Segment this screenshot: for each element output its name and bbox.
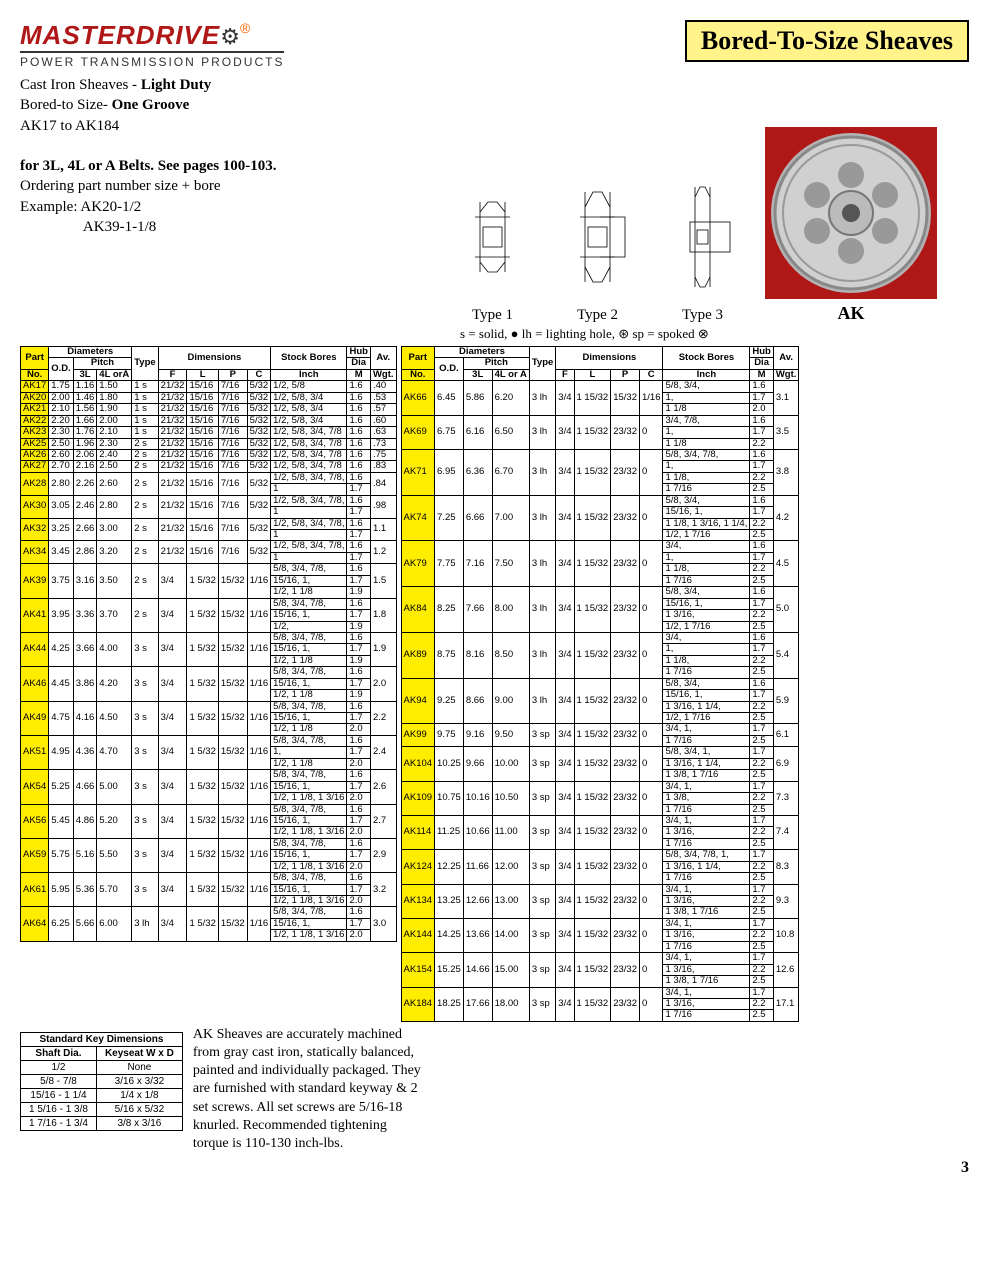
table-row: AK222.201.662.001 s21/3215/167/165/321/2… [21,415,397,426]
table-row: AK494.754.164.503 s3/41 5/3215/321/165/8… [21,701,397,712]
spec-table-left: Part Diameters Type Dimensions Stock Bor… [20,346,397,942]
table-row: AK393.753.163.502 s3/41 5/3215/321/165/8… [21,564,397,575]
intro-line6: Example: AK20-1/2 [20,199,141,215]
key-table-title: Standard Key Dimensions [21,1032,183,1046]
table-row: AK666.455.866.203 lh3/41 15/3215/321/165… [401,381,799,392]
intro-line3: AK17 to AK184 [20,118,119,134]
table-row: AK848.257.668.003 lh3/41 15/3223/3205/8,… [401,587,799,598]
table-row: AK13413.2512.6613.003 sp3/41 15/3223/320… [401,884,799,895]
table-row: AK252.501.962.302 s21/3215/167/165/321/2… [21,438,397,449]
table-row: AK202.001.461.801 s21/3215/167/165/321/2… [21,392,397,403]
intro-line1a: Cast Iron Sheaves - [20,77,141,93]
table-row: AK595.755.165.503 s3/41 5/3215/321/165/8… [21,838,397,849]
table-row: AK272.702.162.502 s21/3215/167/165/321/2… [21,461,397,472]
table-row: 1 5/16 - 1 3/85/16 x 5/32 [21,1102,183,1116]
table-row: AK262.602.062.402 s21/3215/167/165/321/2… [21,449,397,460]
table-row: AK323.252.663.002 s21/3215/167/165/321/2… [21,518,397,529]
table-row: AK949.258.669.003 lh3/41 15/3223/3205/8,… [401,678,799,689]
legend: s = solid, ● lh = lighting hole, ⊛ sp = … [460,326,969,342]
table-row: AK999.759.169.503 sp3/41 15/3223/3203/4,… [401,724,799,735]
sheave-diagram-icon [450,172,535,302]
key-h1: Shaft Dia. [21,1046,97,1060]
bottom-row: Standard Key Dimensions Shaft Dia.Keysea… [20,1026,969,1153]
intro-line4: for 3L, 4L or A Belts. See pages 100-103… [20,158,277,174]
table-row: AK343.452.863.202 s21/3215/167/165/321/2… [21,541,397,552]
table-row: AK10410.259.6610.003 sp3/41 15/3223/3205… [401,747,799,758]
intro-line1b: Light Duty [141,77,211,93]
bottom-description: AK Sheaves are accurately machined from … [193,1026,423,1153]
sheave-diagram-icon [660,172,745,302]
table-row: AK212.101.561.901 s21/3215/167/165/321/2… [21,404,397,415]
type2-label: Type 2 [555,307,640,324]
intro-line2a: Bored-to Size- [20,97,112,113]
diagram-type1: Type 1 [450,172,535,324]
intro-line7: AK39-1-1/8 [20,219,156,235]
registered-icon: ® [240,20,250,36]
table-row: 1/2None [21,1060,183,1074]
gear-icon: ⚙ [220,24,240,49]
table-row: 15/16 - 1 1/41/4 x 1/8 [21,1088,183,1102]
table-row: AK10910.7510.1610.503 sp3/41 15/3223/320… [401,781,799,792]
table-row: AK797.757.167.503 lh3/41 15/3223/3203/4,… [401,541,799,552]
table-row: AK232.301.762.101 s21/3215/167/165/321/2… [21,427,397,438]
table-row: AK545.254.665.003 s3/41 5/3215/321/165/8… [21,770,397,781]
table-row: AK11411.2510.6611.003 sp3/41 15/3223/320… [401,815,799,826]
page-number: 3 [20,1159,969,1177]
page-title: Bored-To-Size Sheaves [685,20,969,62]
table-row: AK12412.2511.6612.003 sp3/41 15/3223/320… [401,850,799,861]
logo-main: MASTERDRIVE [20,20,220,50]
sheave-diagram-icon [555,172,640,302]
type1-label: Type 1 [450,307,535,324]
table-row: AK444.253.664.003 s3/41 5/3215/321/165/8… [21,632,397,643]
table-row: AK565.454.865.203 s3/41 5/3215/321/165/8… [21,804,397,815]
table-row: AK514.954.364.703 s3/41 5/3215/321/165/8… [21,735,397,746]
key-dimensions-table: Standard Key Dimensions Shaft Dia.Keysea… [20,1032,183,1131]
table-row: AK615.955.365.703 s3/41 5/3215/321/165/8… [21,873,397,884]
table-row: AK18418.2517.6618.003 sp3/41 15/3223/320… [401,987,799,998]
spec-table-right: Part Diameters Type Dimensions Stock Bor… [401,346,800,1022]
sheave-photo-icon [771,133,931,293]
table-row: AK14414.2513.6614.003 sp3/41 15/3223/320… [401,918,799,929]
logo-subtitle: POWER TRANSMISSION PRODUCTS [20,51,284,69]
table-row: AK464.453.864.203 s3/41 5/3215/321/165/8… [21,667,397,678]
table-row: AK171.751.161.501 s21/3215/167/165/321/2… [21,381,397,392]
table-row: AK303.052.462.802 s21/3215/167/165/321/2… [21,495,397,506]
type3-label: Type 3 [660,307,745,324]
table-row: AK282.802.262.602 s21/3215/167/165/321/2… [21,472,397,483]
diagram-type2: Type 2 [555,172,640,324]
table-row: AK898.758.168.503 lh3/41 15/3223/3203/4,… [401,632,799,643]
table-row: AK747.256.667.003 lh3/41 15/3223/3205/8,… [401,495,799,506]
intro-line2b: One Groove [112,97,190,113]
header: MASTERDRIVE⚙® POWER TRANSMISSION PRODUCT… [20,20,969,69]
table-row: AK696.756.166.503 lh3/41 15/3223/3203/4,… [401,415,799,426]
table-row: AK413.953.363.702 s3/41 5/3215/321/165/8… [21,598,397,609]
intro-line5: Ordering part number size + bore [20,178,220,194]
table-row: 1 7/16 - 1 3/43/8 x 3/16 [21,1116,183,1130]
product-photo-cell: AK [765,127,937,324]
table-row: AK646.255.666.003 lh3/41 5/3215/321/165/… [21,907,397,918]
diagram-type3: Type 3 [660,172,745,324]
diagrams-row: Type 1 Type 2 Type 3 [450,127,969,324]
table-row: 5/8 - 7/83/16 x 3/32 [21,1074,183,1088]
tables-row: Part Diameters Type Dimensions Stock Bor… [20,346,969,1022]
table-row: AK15415.2514.6615.003 sp3/41 15/3223/320… [401,953,799,964]
photo-label: AK [765,303,937,324]
logo: MASTERDRIVE⚙® POWER TRANSMISSION PRODUCT… [20,20,284,69]
key-h2: Keyseat W x D [96,1046,182,1060]
table-row: AK716.956.366.703 lh3/41 15/3223/3205/8,… [401,449,799,460]
